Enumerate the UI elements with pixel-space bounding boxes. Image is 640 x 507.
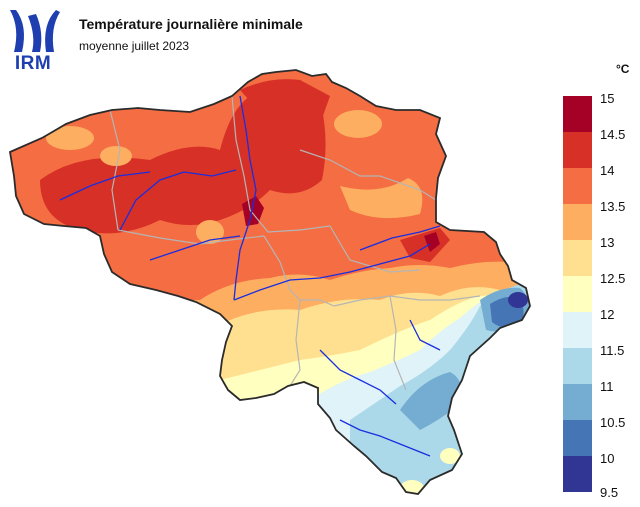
legend-swatch <box>563 456 592 492</box>
legend-tick: 12 <box>600 307 615 322</box>
legend-tick: 10.5 <box>600 415 626 430</box>
legend-swatch <box>563 384 592 420</box>
irm-logo <box>10 10 60 52</box>
logo-text: IRM <box>14 53 52 74</box>
legend-unit: °C <box>616 62 630 76</box>
legend-tick: 12.5 <box>600 271 626 286</box>
legend-swatch <box>563 168 592 204</box>
legend-tick: 11.5 <box>600 343 625 358</box>
legend-tick: 15 <box>600 91 615 106</box>
legend-swatch <box>563 348 592 384</box>
legend-swatch <box>563 312 592 348</box>
legend-swatch <box>563 420 592 456</box>
legend-swatch <box>563 132 592 168</box>
legend-tick: 9.5 <box>600 485 619 500</box>
legend-swatch <box>563 276 592 312</box>
belgium-temperature-map <box>9 69 531 495</box>
legend-swatch <box>563 96 592 132</box>
legend-tick: 13 <box>600 235 615 250</box>
legend-swatch <box>563 204 592 240</box>
legend-tick: 10 <box>600 451 615 466</box>
temperature-legend <box>563 96 592 492</box>
legend-tick: 14 <box>600 163 615 178</box>
map-subtitle: moyenne juillet 2023 <box>79 39 190 53</box>
legend-swatch <box>563 240 592 276</box>
legend-tick: 11 <box>600 379 614 394</box>
legend-tick: 13.5 <box>600 199 626 214</box>
legend-tick: 14.5 <box>600 127 626 142</box>
map-title: Température journalière minimale <box>79 16 303 32</box>
